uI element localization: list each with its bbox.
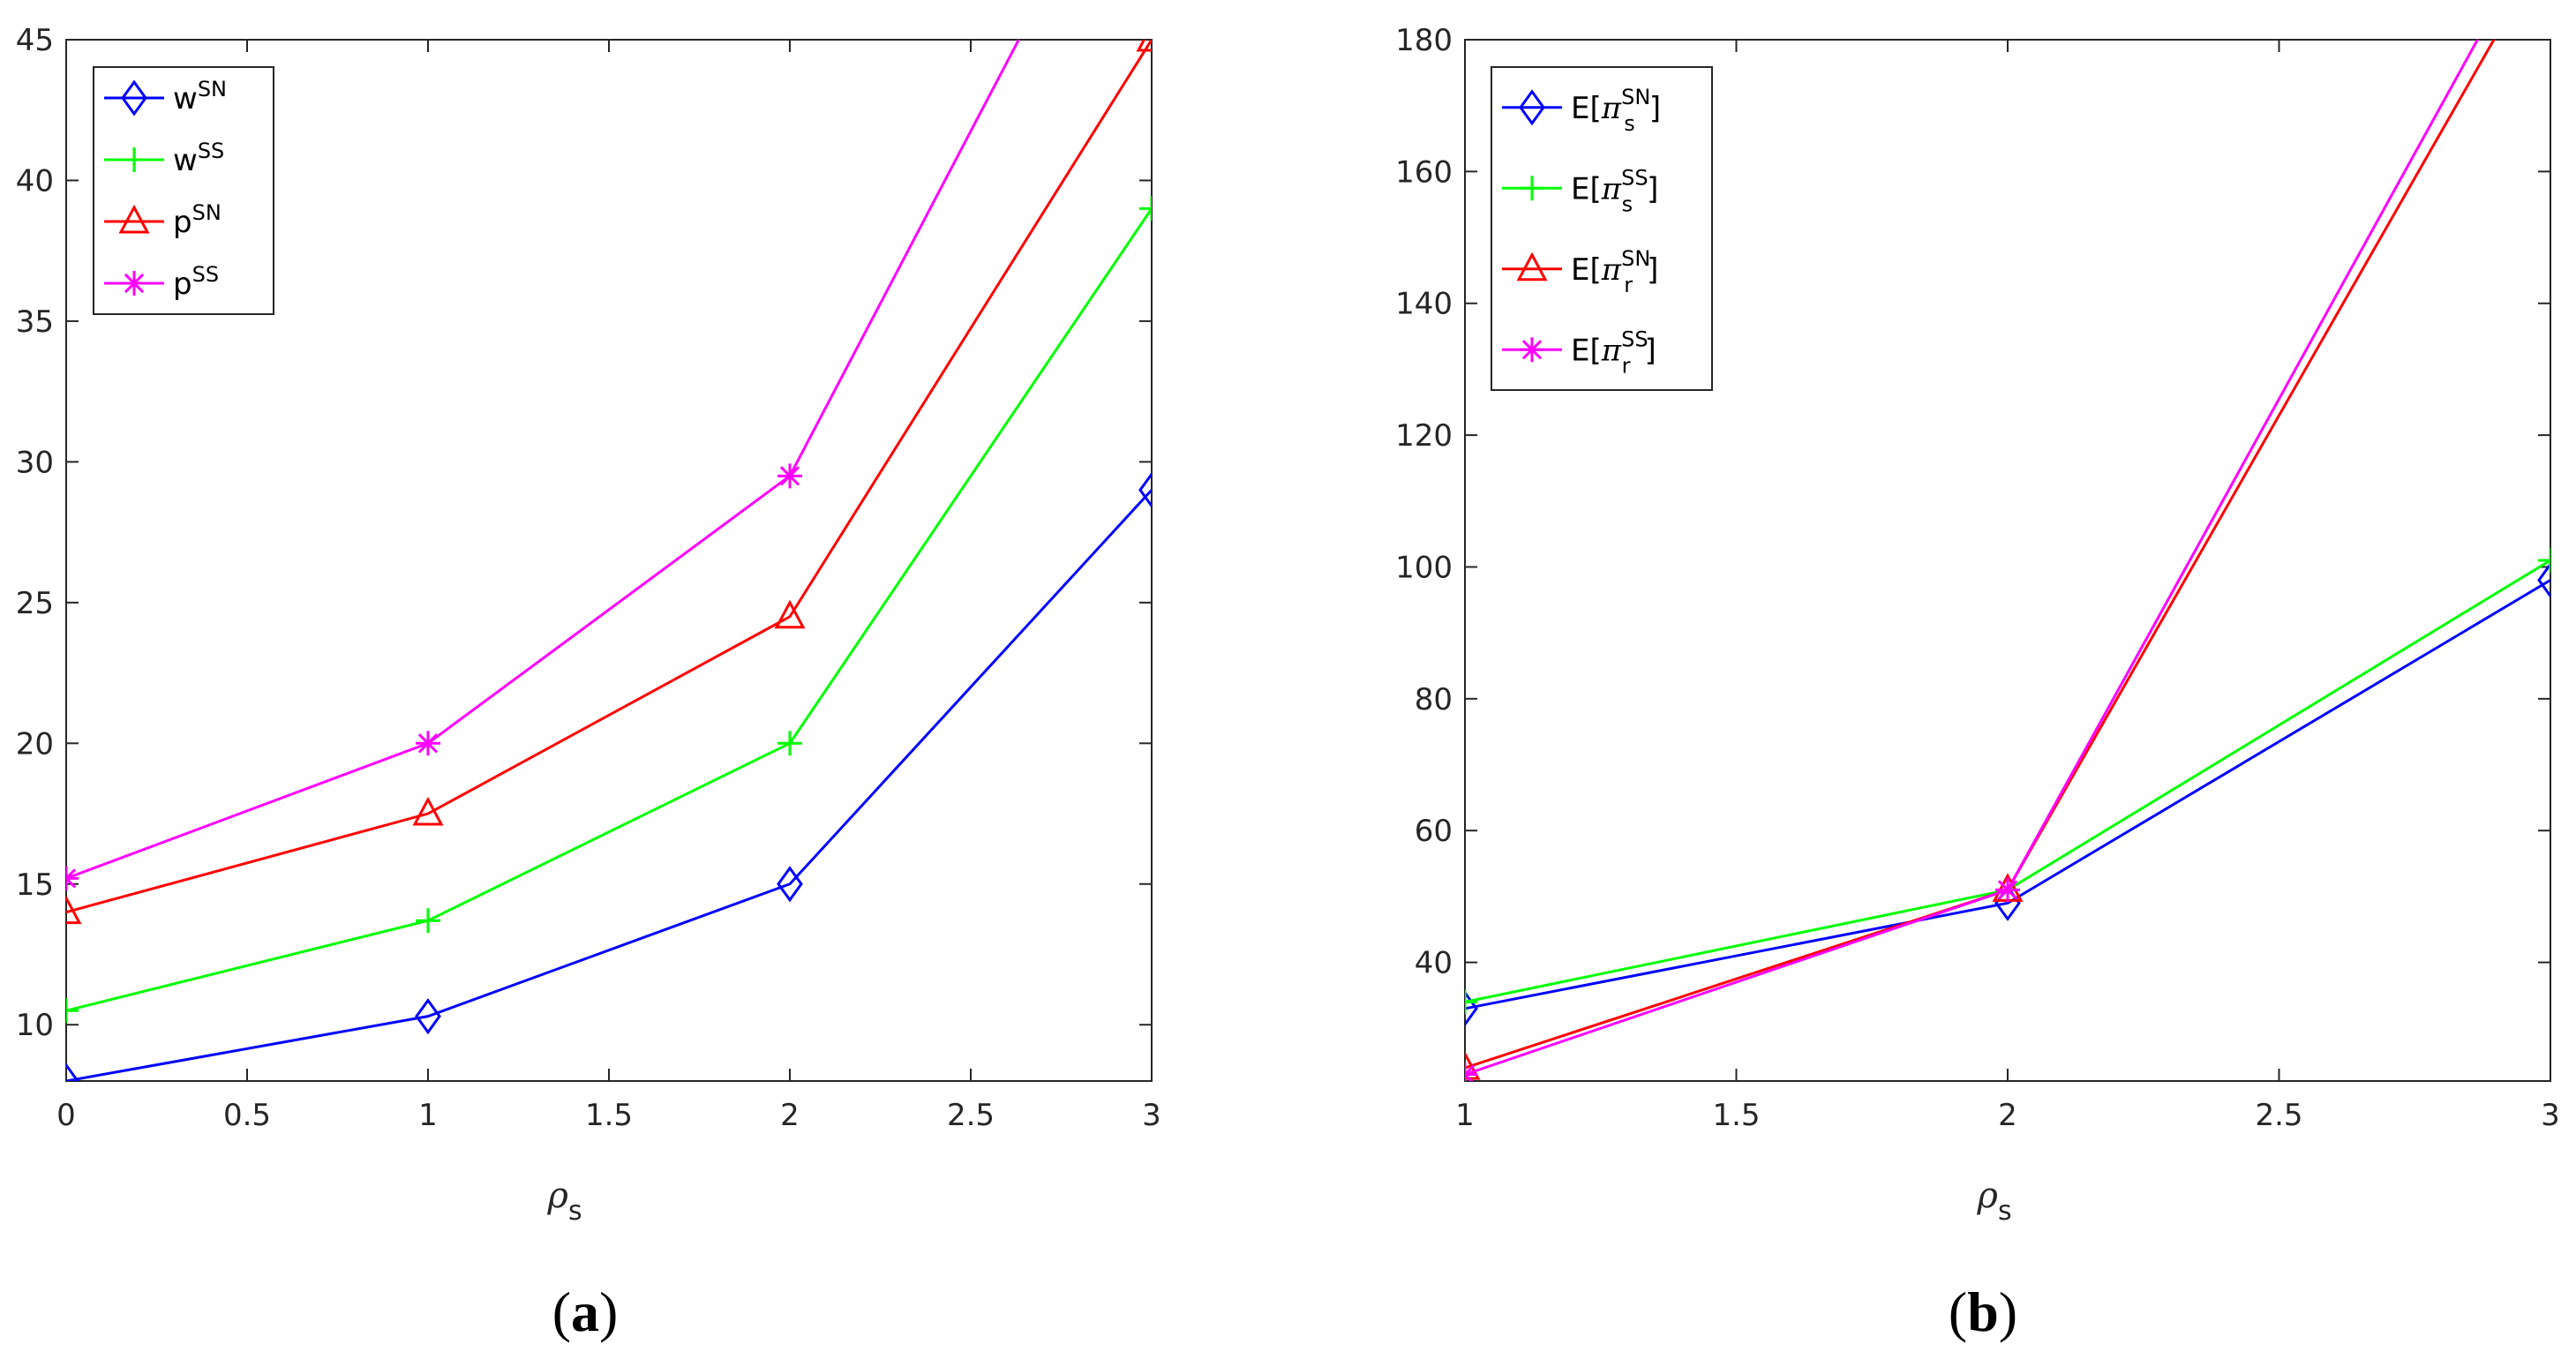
data-point-a-2-2 [416,908,440,934]
data-point-a-1-4 [1138,471,1152,508]
data-point-a-4-3 [777,463,802,489]
legend-a: wSN wSS pSN pSS [93,66,274,315]
legend-marker [1516,252,1548,282]
series-a [66,40,1152,1081]
y-tick-label: 100 [1395,550,1453,585]
ticks-a: 0 0.5 1 1.5 2 2.5 3 10 15 20 25 30 35 40 45 [16,23,1161,1133]
data-point-b-4-2 [1995,877,2020,903]
y-tick-label: 45 [16,23,54,58]
panel-label-a: (a) [552,1280,619,1343]
y-tick-label: 30 [16,445,54,480]
data-point-b-2-1 [1465,989,1477,1015]
series-line-a-2 [66,207,1152,1012]
series-line-a-3 [66,40,1152,914]
y-tick-label: 120 [1395,418,1453,454]
panel-label-b: (b) [1949,1280,2017,1343]
x-axis-label-a: ρs [546,1175,582,1227]
x-axis-label-b: ρs [1976,1175,2011,1227]
legend-marker [1520,176,1544,201]
legend-entry: E[πSS s] [1571,165,1658,216]
y-tick-label: 80 [1415,682,1453,717]
data-point-a-1-2 [415,998,441,1035]
data-point-a-3-2 [412,796,444,826]
y-tick-label: 180 [1395,23,1453,58]
y-tick-label: 60 [1415,814,1453,849]
legend-entry: pSS [173,262,219,302]
legend-marker [1519,89,1545,126]
series-line-a-4 [66,40,1021,880]
y-tick-label: 20 [16,726,54,762]
x-tick-label: 1.5 [585,1098,633,1133]
data-point-a-3-1 [66,895,82,925]
x-tick-label: 0 [56,1098,76,1133]
data-point-a-2-1 [66,998,79,1024]
x-tick-label: 0.5 [223,1098,271,1133]
y-tick-label: 140 [1395,287,1453,322]
data-point-a-3-3 [774,599,806,629]
series-line-a-1 [66,489,1152,1081]
y-tick-label: 160 [1395,154,1453,190]
legend-entry: E[πSN r] [1571,246,1658,297]
series-b [1465,40,2550,1081]
chart-panel-a: 0 0.5 1 1.5 2 2.5 3 10 15 20 25 30 35 40 45 wSN wSS pSN p… [16,23,1161,1343]
legend-entry: pSN [173,200,222,240]
legend-b: E[πSN s] E[πSS s] E[πSN r] E[πSS r] [1491,66,1713,391]
y-tick-label: 35 [16,304,54,340]
legend-entry: wSS [173,139,224,178]
x-tick-label: 1 [418,1098,438,1133]
legend-entry: E[πSS r] [1571,327,1656,378]
legend-marker [122,271,146,296]
data-point-a-2-4 [1139,196,1152,221]
ticks-b: 1 1.5 2 2.5 3 40 60 80 100 120 140 160 180 [1395,23,2560,1133]
legend-marker [121,79,147,116]
data-point-a-1-3 [777,866,803,903]
data-point-b-2-3 [2538,548,2550,573]
x-tick-label: 3 [2541,1098,2560,1133]
legend-box [1491,66,1713,391]
x-tick-label: 1.5 [1712,1098,1760,1133]
y-tick-label: 15 [16,867,54,903]
legend-entry: E[πSN s] [1571,85,1661,136]
x-tick-label: 1 [1455,1098,1475,1133]
data-point-a-4-2 [416,731,440,756]
data-point-a-1-1 [66,1062,79,1081]
y-tick-label: 10 [16,1008,54,1043]
y-tick-label: 25 [16,586,54,621]
y-tick-label: 40 [16,163,54,199]
data-point-b-1-3 [2537,561,2550,598]
x-tick-label: 2 [1998,1098,2017,1133]
legend-marker [118,204,150,234]
data-point-b-4-1 [1465,1062,1477,1081]
x-tick-label: 2 [780,1098,800,1133]
legend-marker [122,147,146,172]
legend-box [93,66,274,315]
x-tick-label: 2.5 [947,1098,995,1133]
x-tick-label: 3 [1142,1098,1161,1133]
data-point-a-2-3 [777,731,802,756]
y-tick-label: 40 [1415,946,1453,981]
legend-marker [1520,337,1544,363]
data-point-a-4-1 [66,866,79,891]
legend-entry: wSN [173,77,227,116]
x-tick-label: 2.5 [2255,1098,2302,1133]
series-line-b-1 [1465,579,2550,1010]
